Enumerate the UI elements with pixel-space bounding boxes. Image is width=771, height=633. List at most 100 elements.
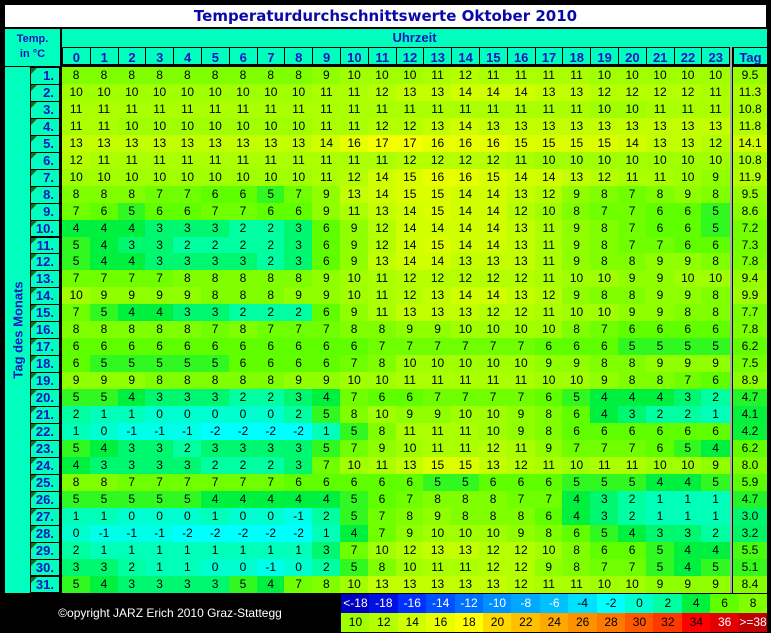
temperature-cell: 9 [645, 355, 675, 373]
temperature-cell: 13 [423, 541, 452, 560]
temperature-cell: 9 [312, 372, 341, 390]
day-label: 9. [30, 202, 60, 221]
temperature-cell: -1 [89, 524, 119, 543]
temperature-cell: 12 [618, 83, 647, 102]
temperature-cell: 2 [117, 558, 146, 576]
temperature-cell: 6 [506, 473, 536, 492]
temperature-cell: 6 [673, 219, 702, 237]
temperature-cell: 15 [423, 456, 452, 475]
temperature-cell: 8 [117, 185, 146, 204]
temperature-cell: 12 [395, 117, 424, 136]
temperature-cell: 3 [173, 304, 202, 322]
temperature-cell: 1 [673, 507, 702, 526]
temperature-cell: 4 [618, 389, 647, 407]
legend-swatch: -8 [511, 594, 541, 613]
temperature-cell: 8 [201, 270, 230, 288]
temperature-cell: 13 [201, 134, 230, 153]
temp-label-line2: in °C [19, 48, 46, 60]
temperature-cell: 6 [62, 338, 91, 356]
day-label: 6. [30, 151, 60, 170]
legend-swatch: -14 [426, 594, 456, 613]
temperature-cell: 8 [173, 372, 202, 390]
temperature-cell: 11 [62, 100, 91, 119]
temperature-cell: 1 [645, 507, 675, 526]
day-label: 3. [30, 100, 60, 119]
temperature-cell: 5 [645, 338, 675, 356]
temperature-cell: 12 [423, 270, 452, 288]
temperature-cell: 9 [89, 372, 119, 390]
temperature-cell: 12 [395, 287, 424, 305]
temperature-cell: 3 [284, 439, 313, 458]
temperature-cell: 0 [256, 507, 285, 526]
daily-average-cell: 3.0 [733, 507, 767, 526]
temperature-cell: 10 [117, 83, 146, 102]
temperature-cell: 3 [145, 253, 174, 271]
temperature-cell: 3 [673, 389, 702, 407]
temperature-cell: 10 [201, 83, 230, 102]
temperature-cell: 3 [673, 524, 702, 543]
temperature-cell: 8 [590, 253, 619, 271]
temperature-cell: 3 [145, 575, 174, 593]
temperature-cell: 15 [395, 185, 424, 204]
day-label: 13. [30, 270, 60, 289]
temperature-cell: 3 [284, 236, 313, 254]
temperature-cell: 10 [395, 439, 424, 458]
temperature-cell: 10 [618, 67, 647, 85]
temperature-cell: 11 [395, 372, 424, 390]
temperature-cell: 13 [395, 304, 424, 322]
temperature-cell: 13 [506, 253, 536, 271]
temperature-cell: 2 [256, 389, 285, 407]
temperature-cell: 9 [618, 304, 647, 322]
temperature-cell: 3 [256, 439, 285, 458]
temperature-cell: 8 [89, 185, 119, 204]
temperature-cell: 5 [340, 422, 369, 441]
temperature-cell: 0 [228, 558, 258, 576]
temperature-cell: 8 [367, 422, 397, 441]
hour-header: 18 [562, 47, 591, 66]
temperature-cell: 13 [673, 117, 702, 136]
temperature-cell: 9 [117, 287, 146, 305]
temperature-cell: 10 [534, 541, 563, 560]
daily-average-cell: 8.9 [733, 372, 767, 390]
temperature-cell: 2 [256, 236, 285, 254]
temperature-cell: 11 [201, 151, 230, 170]
temperature-cell: 12 [506, 270, 536, 288]
temperature-cell: 5 [451, 473, 480, 492]
temperature-cell: 3 [284, 253, 313, 271]
temperature-cell: 6 [340, 473, 369, 492]
temperature-cell: 9 [673, 287, 702, 305]
temperature-cell: 6 [618, 422, 647, 441]
temperature-cell: 4 [562, 507, 591, 526]
temperature-cell: 14 [479, 219, 508, 237]
temperature-cell: 10 [534, 372, 563, 390]
temperature-cell: 6 [395, 389, 424, 407]
temperature-cell: 6 [62, 355, 91, 373]
temperature-cell: 13 [618, 117, 647, 136]
temperature-cell: 6 [618, 541, 647, 560]
temperature-cell: 3 [145, 389, 174, 407]
day-label: 24. [30, 456, 60, 475]
temperature-cell: 3 [173, 253, 202, 271]
temperature-cell: 12 [340, 168, 369, 187]
temperature-cell: 9 [340, 304, 369, 322]
temperature-cell: 12 [479, 270, 508, 288]
temperature-cell: 10 [645, 67, 675, 85]
temperature-cell: 7 [201, 473, 230, 492]
temperature-cell: 6 [312, 236, 341, 254]
temperature-cell: 11 [312, 100, 341, 119]
temperature-cell: 11 [673, 100, 702, 119]
temperature-cell: 8 [256, 372, 285, 390]
hour-header: 21 [645, 47, 674, 66]
temperature-cell: 6 [618, 321, 647, 339]
temperature-cell: 6 [701, 236, 730, 254]
temperature-cell: 6 [590, 422, 619, 441]
temperature-cell: 3 [89, 558, 119, 576]
daily-average-cell: 5.9 [733, 473, 767, 492]
temperature-cell: 10 [590, 270, 619, 288]
temperature-cell: 8 [590, 236, 619, 254]
temperature-cell: 9 [701, 355, 730, 373]
legend-swatch: 24 [539, 613, 569, 632]
temperature-cell: 11 [367, 270, 397, 288]
temperature-cell: 13 [395, 83, 424, 102]
temperature-cell: 5 [256, 185, 285, 204]
